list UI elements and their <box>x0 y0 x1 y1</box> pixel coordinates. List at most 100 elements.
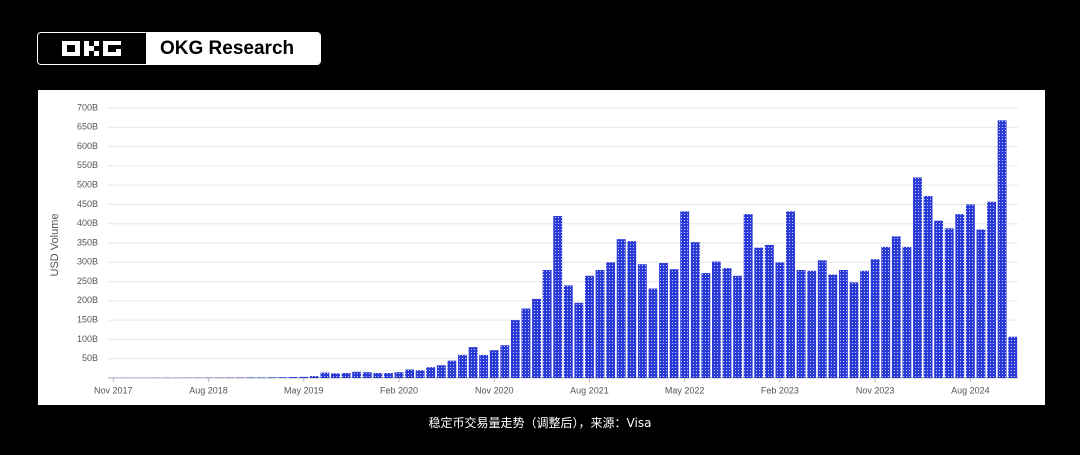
y-tick-label: 150B <box>77 315 98 325</box>
bar <box>415 370 425 378</box>
bar <box>1008 336 1018 378</box>
y-tick-label: 450B <box>77 199 98 209</box>
bar <box>606 262 616 378</box>
bar <box>542 270 552 378</box>
bar <box>881 246 891 378</box>
bar <box>828 274 838 378</box>
bar <box>341 372 351 378</box>
chart: USD Volume 50B 100B 150B 200B 250B 300B 350B 40… <box>38 90 1045 405</box>
bar <box>553 216 563 378</box>
bar <box>394 372 404 378</box>
bar <box>447 360 457 378</box>
bar <box>807 270 817 378</box>
bar <box>510 320 520 378</box>
bar <box>913 177 922 378</box>
y-tick-label: 100B <box>77 334 98 344</box>
bar <box>764 244 774 378</box>
bar <box>849 282 859 378</box>
bar <box>997 120 1007 378</box>
x-tick-label: Aug 2021 <box>570 385 609 395</box>
y-tick-label: 550B <box>77 160 98 170</box>
bar <box>352 371 362 378</box>
bar <box>923 195 933 378</box>
bar <box>256 377 266 378</box>
x-tick-label: Aug 2018 <box>189 385 228 395</box>
bar <box>775 262 785 378</box>
bar <box>733 275 743 378</box>
bar <box>934 220 944 378</box>
logo-mark <box>62 41 121 56</box>
x-tick-label: Nov 2023 <box>856 385 895 395</box>
bar <box>436 365 446 378</box>
bar <box>627 241 637 378</box>
bar <box>701 273 711 378</box>
bar <box>796 270 806 378</box>
bar <box>288 377 298 378</box>
y-tick-label: 250B <box>77 276 98 286</box>
bar <box>246 377 256 378</box>
bar <box>669 269 679 378</box>
x-tick-label: May 2019 <box>284 385 324 395</box>
bar <box>426 367 436 378</box>
bar <box>405 369 415 378</box>
bar <box>362 372 372 378</box>
y-tick-label: 300B <box>77 257 98 267</box>
bar <box>331 373 340 378</box>
bar <box>521 308 531 378</box>
bar <box>500 345 510 378</box>
y-tick-label: 500B <box>77 180 98 190</box>
bar <box>902 246 912 378</box>
y-tick-label: 600B <box>77 141 98 151</box>
caption: 稳定币交易量走势（调整后），来源：Visa <box>428 416 652 430</box>
bar <box>574 302 584 378</box>
bar <box>659 263 668 378</box>
bar <box>891 236 901 378</box>
brand-name: OKG Research <box>146 33 320 64</box>
bar <box>648 288 658 378</box>
x-tick-label: Feb 2020 <box>380 385 418 395</box>
bar <box>479 354 489 378</box>
bar <box>976 229 986 378</box>
bar <box>616 239 626 378</box>
y-tick-label: 700B <box>77 102 98 112</box>
bar <box>383 372 393 378</box>
bar <box>468 347 478 378</box>
x-tick-label: Nov 2017 <box>94 385 133 395</box>
bar <box>309 376 319 378</box>
y-tick-label: 650B <box>77 122 98 132</box>
bar <box>299 376 309 378</box>
bar <box>944 228 954 378</box>
bar <box>711 261 721 378</box>
y-axis-label: USD Volume <box>49 214 61 277</box>
header: OKG Research <box>37 32 321 65</box>
bar <box>965 204 975 378</box>
bar <box>489 350 499 378</box>
bar <box>373 372 383 378</box>
y-tick-label: 50B <box>82 353 98 363</box>
bar <box>278 377 288 378</box>
x-tick-label: May 2022 <box>665 385 705 395</box>
bar <box>870 259 880 378</box>
y-tick-label: 400B <box>77 218 98 228</box>
y-tick-label: 200B <box>77 295 98 305</box>
bar <box>838 270 848 378</box>
x-tick-label: Nov 2020 <box>475 385 514 395</box>
bar <box>754 247 764 378</box>
bar <box>235 377 245 378</box>
bar <box>267 377 277 378</box>
bar <box>743 214 753 378</box>
bar <box>458 354 467 378</box>
bar <box>987 201 996 378</box>
bar <box>595 270 605 378</box>
bar <box>786 211 795 378</box>
bar <box>955 214 965 378</box>
bar <box>532 298 541 378</box>
y-tick-label: 350B <box>77 237 98 247</box>
bar <box>637 264 647 378</box>
x-tick-label: Feb 2023 <box>761 385 799 395</box>
logo <box>38 33 146 64</box>
bar <box>690 242 700 378</box>
bar <box>680 211 690 378</box>
bar <box>563 285 573 378</box>
